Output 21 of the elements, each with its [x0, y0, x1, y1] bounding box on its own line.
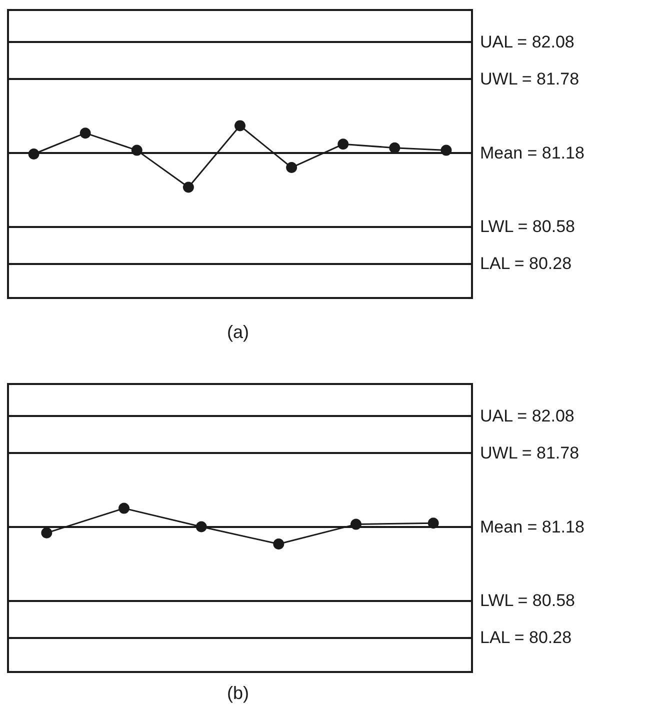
point: [389, 142, 400, 154]
ref-line-label: UAL = 82.08: [480, 406, 574, 426]
ref-line-label: Mean = 81.18: [480, 517, 584, 536]
point: [286, 162, 298, 174]
point: [234, 120, 246, 132]
point: [80, 128, 91, 139]
ref-line-label: LAL = 80.28: [480, 254, 572, 274]
ref-line-label: LWL = 80.58: [480, 591, 575, 610]
ref-line-label: Mean = 81.18: [480, 143, 584, 162]
ref-line-label: UWL = 81.78: [480, 443, 580, 462]
point: [273, 538, 284, 550]
point: [118, 502, 130, 514]
point: [41, 527, 52, 538]
ref-line-label: LWL = 80.58: [480, 217, 575, 236]
ref-line-label: UWL = 81.78: [480, 69, 580, 88]
point: [338, 138, 349, 150]
text: (a): [227, 322, 249, 342]
point: [182, 182, 194, 193]
ref-line-label: LAL = 80.28: [480, 628, 572, 648]
text: (b): [227, 683, 249, 703]
ref-line-label: UAL = 82.08: [480, 32, 574, 52]
